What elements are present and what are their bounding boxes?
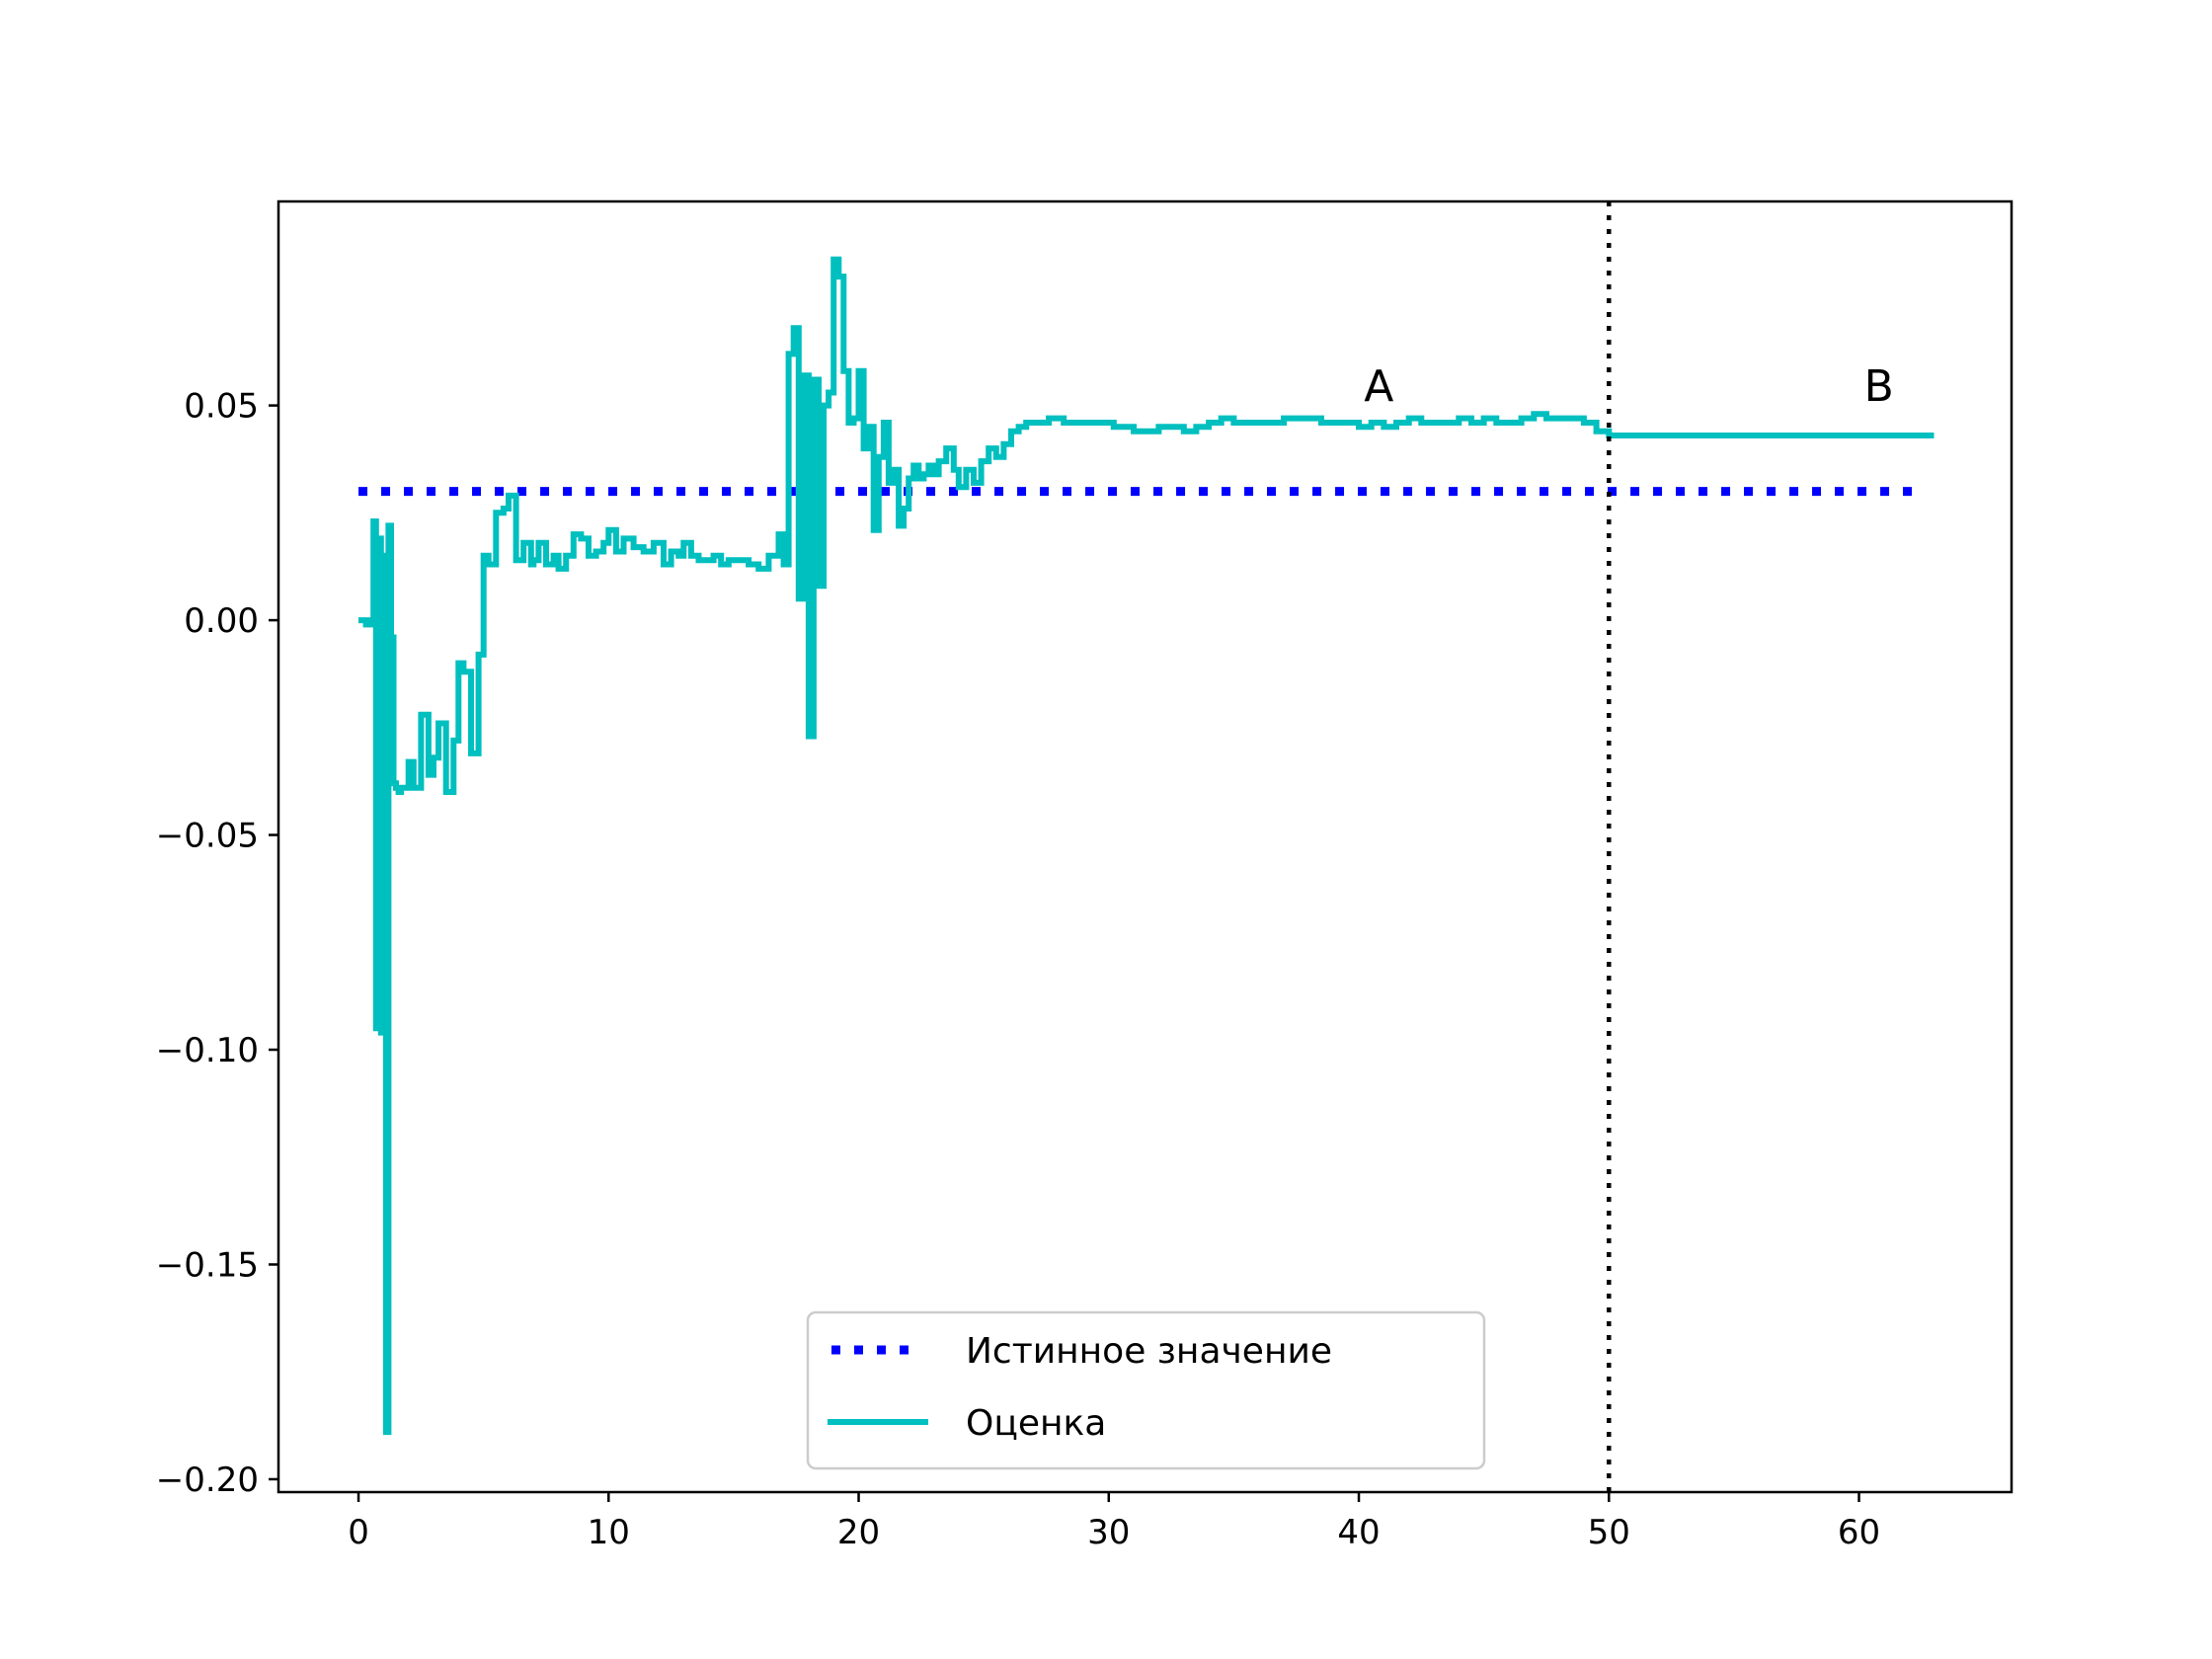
y-tick-label: 0.00 (184, 601, 259, 641)
series-estimate-line (358, 256, 1935, 1436)
legend-label-estimate: Оценка (966, 1403, 1106, 1444)
y-tick-label: −0.15 (156, 1245, 259, 1285)
y-tick-label: −0.20 (156, 1461, 259, 1500)
x-tick-label: 60 (1838, 1513, 1880, 1552)
x-tick-label: 20 (837, 1513, 880, 1552)
x-tick-label: 40 (1337, 1513, 1380, 1552)
annotation-label: A (1364, 361, 1393, 412)
annotation-label: B (1864, 361, 1894, 412)
x-tick-label: 30 (1087, 1513, 1130, 1552)
legend: Истинное значение Оценка (806, 1310, 1486, 1470)
legend-label-true-value: Истинное значение (966, 1331, 1332, 1372)
y-tick-label: −0.10 (156, 1031, 259, 1070)
plot-area (358, 201, 1935, 1492)
axes-frame (276, 199, 2014, 1494)
x-tick-label: 50 (1588, 1513, 1630, 1552)
axes-ticks: 0 10 20 30 40 50 60 0.05 0.00 −0.05 −0.10 −0.15 −0.2… (156, 387, 1880, 1552)
x-tick-label: 10 (588, 1513, 630, 1552)
y-tick-label: 0.05 (184, 387, 259, 427)
y-tick-label: −0.05 (156, 817, 259, 856)
x-tick-label: 0 (348, 1513, 369, 1552)
legend-box (806, 1310, 1486, 1470)
